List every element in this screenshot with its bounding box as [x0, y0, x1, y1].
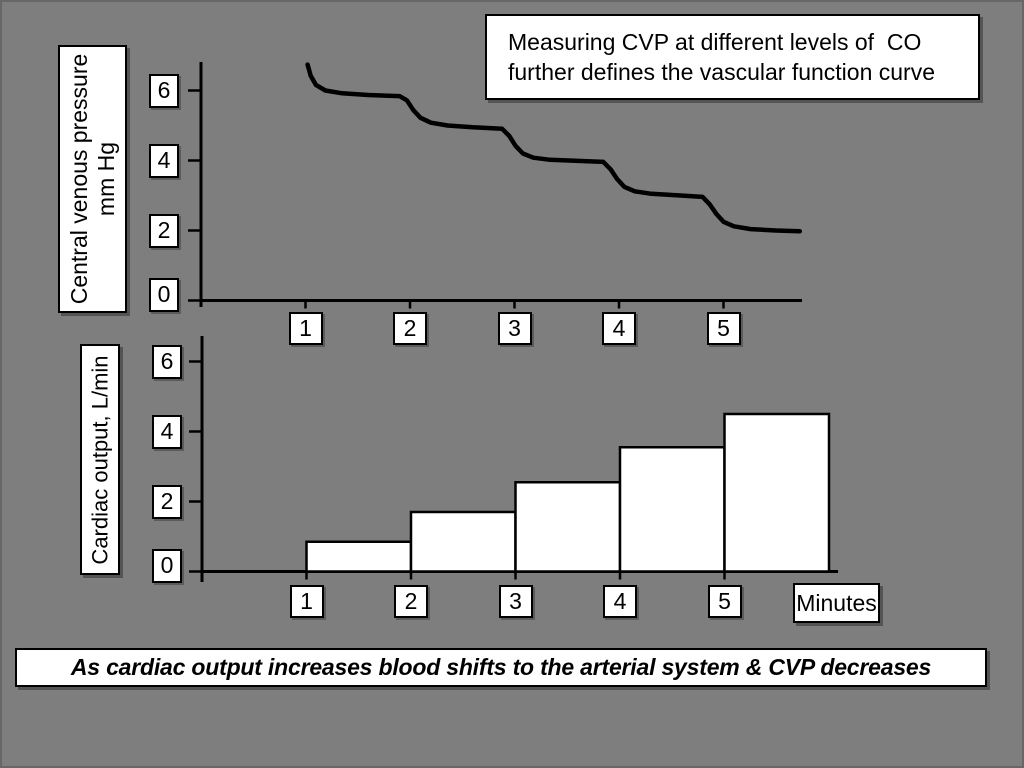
- co-bar-minute-2: [409, 510, 517, 573]
- co-y-axis-label: Cardiac output, L/min: [87, 354, 112, 565]
- cvp-y-axis-label: Central venous pressure mm Hg: [66, 45, 120, 313]
- caption-line-1: Measuring CVP at different levels of CO: [508, 29, 922, 55]
- cvp-y-tick-label-6: 6: [149, 73, 179, 108]
- co-x-tick-label-4: 4: [603, 585, 637, 618]
- footer-text-box: As cardiac output increases blood shifts…: [15, 648, 987, 687]
- cvp-y-axis-label-line2: mm Hg: [92, 141, 119, 217]
- cvp-x-tick-label-4: 4: [602, 312, 636, 345]
- co-bar-minute-4: [618, 446, 726, 573]
- caption-line-2: further defines the vascular function cu…: [508, 59, 936, 85]
- co-bar-minute-1: [305, 540, 413, 573]
- co-bar-minute-5: [723, 412, 831, 573]
- cvp-y-tick-label-0: 0: [149, 277, 179, 312]
- cvp-x-tick-label-3: 3: [497, 312, 532, 345]
- co-y-axis-label-box: Cardiac output, L/min: [80, 344, 120, 575]
- co-x-tick-label-3: 3: [498, 585, 533, 618]
- cvp-curve: [305, 62, 803, 234]
- cvp-y-tick-label-2: 2: [149, 213, 179, 248]
- co-y-tick-label-0: 0: [152, 548, 182, 583]
- x-axis-unit-label-box: Minutes: [793, 583, 880, 623]
- cvp-x-tick-label-2: 2: [393, 312, 427, 345]
- cvp-x-tick-label-5: 5: [706, 312, 741, 345]
- co-y-tick-label-2: 2: [152, 484, 182, 519]
- co-x-tick-label-1: 1: [289, 585, 324, 618]
- co-y-tick-label-4: 4: [152, 414, 182, 449]
- co-x-tick-label-2: 2: [394, 585, 428, 618]
- co-x-tick-label-5: 5: [707, 585, 742, 618]
- footer-text: As cardiac output increases blood shifts…: [70, 654, 932, 680]
- caption-box: Measuring CVP at different levels of CO …: [485, 14, 980, 100]
- cvp-y-axis-label-line1: Central venous pressure: [65, 53, 92, 305]
- co-bar-minute-3: [514, 481, 622, 573]
- cvp-y-tick-label-4: 4: [149, 143, 179, 178]
- cvp-y-axis-label-box: Central venous pressure mm Hg: [58, 45, 127, 313]
- co-y-tick-label-6: 6: [152, 344, 182, 379]
- cvp-x-tick-label-1: 1: [288, 312, 323, 345]
